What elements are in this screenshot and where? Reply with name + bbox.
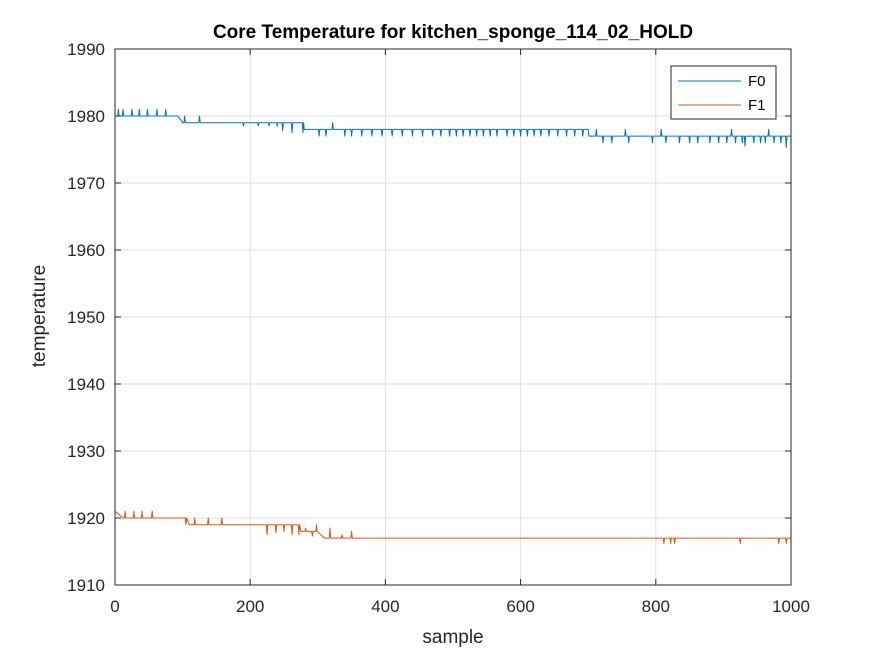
y-tick-label: 1920 [67, 509, 105, 528]
y-tick-label: 1910 [67, 576, 105, 595]
x-tick-labels: 0 200 400 600 800 1000 [110, 597, 810, 616]
legend-label-f1: F1 [748, 97, 766, 114]
axis-ticks [114, 48, 792, 586]
legend-box [670, 65, 777, 120]
y-tick-label: 1970 [67, 174, 105, 193]
x-tick-label: 0 [110, 597, 119, 616]
x-tick-label: 1000 [772, 597, 810, 616]
y-tick-label: 1930 [67, 442, 105, 461]
legend-label-f0: F0 [748, 73, 766, 90]
x-tick-label: 800 [642, 597, 670, 616]
y-tick-label: 1940 [67, 375, 105, 394]
y-tick-label: 1990 [67, 40, 105, 59]
series-line-f0 [115, 108, 791, 148]
legend: F0 F1 [670, 65, 777, 120]
y-tick-label: 1960 [67, 241, 105, 260]
y-tick-labels: 1910 1920 1930 1940 1950 1960 1970 1980 1990 [67, 40, 105, 595]
series-lines [114, 108, 791, 544]
x-tick-label: 200 [236, 597, 264, 616]
x-tick-label: 600 [506, 597, 534, 616]
series-line-f1 [114, 510, 791, 544]
y-axis-label: temperature [29, 265, 50, 367]
x-axis-label: sample [422, 627, 483, 648]
y-tick-label: 1980 [67, 107, 105, 126]
chart-title: Core Temperature for kitchen_sponge_114_… [213, 22, 693, 43]
y-tick-label: 1950 [67, 308, 105, 327]
x-tick-label: 400 [371, 597, 399, 616]
